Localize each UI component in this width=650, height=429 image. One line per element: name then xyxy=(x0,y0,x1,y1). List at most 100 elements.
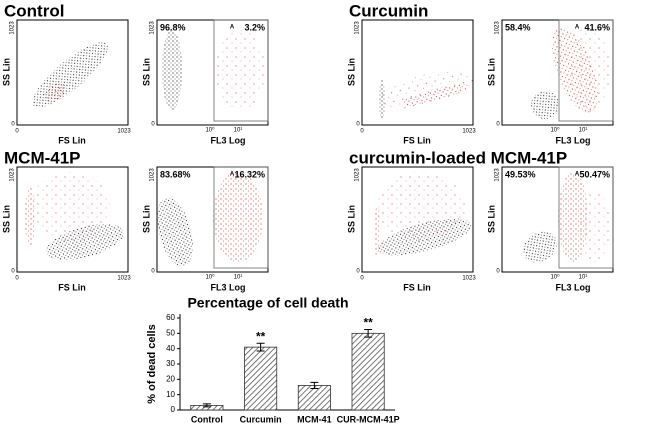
scatter-clouds xyxy=(25,172,124,260)
right-percent: 50.47% xyxy=(579,169,610,179)
y-tick-label: 1023 xyxy=(10,21,16,35)
x-axis-label: FS Lin xyxy=(58,282,86,292)
x-tick-label: 0 xyxy=(15,276,19,282)
left-percent: 58.4% xyxy=(505,22,531,32)
dot-cloud xyxy=(157,197,193,267)
x-axis-label: FS Lin xyxy=(403,282,431,292)
error-bar xyxy=(364,329,373,338)
y-tick-label: 0 xyxy=(11,269,15,275)
dot-cloud xyxy=(401,84,469,106)
x-tick-label: 10¹ xyxy=(579,275,588,281)
panel-title: Control xyxy=(4,1,64,20)
x-tick-label: 1023 xyxy=(117,129,131,135)
y-axis-label: SS Lin xyxy=(346,58,356,86)
dot-cloud xyxy=(375,172,465,242)
x-tick-label: MCM-41 xyxy=(297,414,332,424)
scatter-clouds xyxy=(374,172,472,257)
dot-cloud xyxy=(523,231,557,263)
scatter-frame xyxy=(16,19,129,126)
chart-title: Percentage of cell death xyxy=(187,295,348,311)
y-axis-label: SS Lin xyxy=(486,58,496,86)
y-tick-label: 0 xyxy=(151,122,155,128)
y-tick-label: 0 xyxy=(11,122,15,128)
x-tick-label: 10¹ xyxy=(234,128,243,134)
scatter-frame xyxy=(16,166,129,273)
x-tick-label: 0 xyxy=(360,276,364,282)
gate-region xyxy=(213,166,269,269)
y-tick-label: 30 xyxy=(166,359,175,368)
left-percent: 49.53% xyxy=(505,169,536,179)
dot-cloud xyxy=(558,172,588,262)
y-tick-label: 1023 xyxy=(150,168,156,182)
y-axis-label: SS Lin xyxy=(1,205,11,233)
scatter-clouds xyxy=(523,172,610,263)
scatter-clouds xyxy=(32,42,108,108)
x-tick-label: 1023 xyxy=(462,276,476,282)
right-percent: 41.6% xyxy=(584,22,610,32)
flow-panel: curcumin-loaded MCM-41P SS Lin 1023 00 1023 F… xyxy=(346,148,614,292)
y-tick-label: 0 xyxy=(496,122,500,128)
dot-cloud xyxy=(379,80,385,120)
dot-cloud xyxy=(213,172,263,262)
right-percent: 16.32% xyxy=(234,169,265,179)
x-tick-label: 10⁰ xyxy=(205,127,215,134)
gate-region xyxy=(213,19,269,122)
x-axis-label: FS Lin xyxy=(58,135,86,145)
panel-title: MCM-41P xyxy=(4,148,81,167)
y-tick-label: 1023 xyxy=(355,21,361,35)
y-tick-label: 0 xyxy=(171,405,176,414)
dot-cloud xyxy=(374,207,380,257)
dot-cloud xyxy=(531,90,559,119)
x-tick-label: 10⁰ xyxy=(205,274,215,281)
y-tick-label: 1023 xyxy=(495,168,501,182)
scatter-clouds xyxy=(157,172,263,267)
dot-cloud xyxy=(570,25,610,115)
right-percent: 3.2% xyxy=(244,22,265,32)
y-tick-label: 1023 xyxy=(10,168,16,182)
dot-cloud xyxy=(215,30,265,110)
x-axis-label: FL3 Log xyxy=(556,282,591,292)
error-bar xyxy=(310,381,319,390)
x-tick-label: 0 xyxy=(15,129,19,135)
x-axis-label: FL3 Log xyxy=(211,282,246,292)
dot-cloud xyxy=(580,192,610,262)
y-tick-label: 0 xyxy=(151,269,155,275)
x-axis-label: FL3 Log xyxy=(211,135,246,145)
y-tick-label: 20 xyxy=(166,374,175,383)
error-bar xyxy=(256,342,265,352)
error-bar xyxy=(202,403,211,408)
bar xyxy=(297,385,331,411)
gate-label: A xyxy=(230,172,235,178)
gate-region xyxy=(558,166,614,269)
y-tick-label: 10 xyxy=(166,390,175,399)
y-axis-label: SS Lin xyxy=(346,205,356,233)
panel-title: curcumin-loaded MCM-41P xyxy=(349,148,567,167)
scatter-clouds xyxy=(531,25,610,119)
x-axis-label: FL3 Log xyxy=(556,135,591,145)
gate-label: A xyxy=(575,25,580,31)
x-tick-label: 1023 xyxy=(462,129,476,135)
x-tick-label: Curcumin xyxy=(240,414,282,424)
y-tick-label: 1023 xyxy=(495,21,501,35)
gate-label: A xyxy=(230,25,235,31)
y-axis-label: SS Lin xyxy=(141,58,151,86)
dot-cloud xyxy=(30,172,110,242)
y-tick-label: 60 xyxy=(166,313,175,322)
x-tick-label: Control xyxy=(191,414,223,424)
y-tick-label: 0 xyxy=(356,122,360,128)
scatter-clouds xyxy=(376,70,474,120)
dot-cloud xyxy=(162,30,182,110)
y-axis-label: % of dead cells xyxy=(146,324,158,403)
x-tick-label: CUR-MCM-41P xyxy=(337,414,400,424)
significance: ** xyxy=(256,329,266,343)
left-percent: 83.68% xyxy=(160,169,191,179)
x-tick-label: 10⁰ xyxy=(550,274,560,281)
y-axis-label: SS Lin xyxy=(141,205,151,233)
y-tick-label: 0 xyxy=(356,269,360,275)
x-tick-label: 10⁰ xyxy=(550,127,560,134)
y-tick-label: 1023 xyxy=(355,168,361,182)
dot-cloud xyxy=(376,70,474,110)
